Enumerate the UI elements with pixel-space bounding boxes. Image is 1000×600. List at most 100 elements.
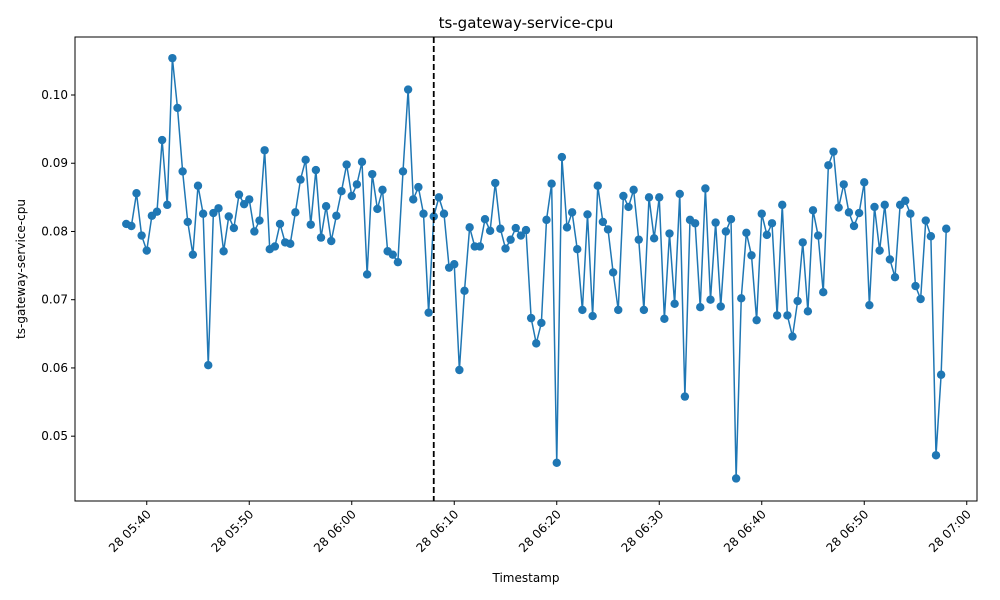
data-point bbox=[496, 224, 505, 233]
data-point bbox=[480, 214, 490, 224]
data-point bbox=[342, 160, 351, 169]
data-point bbox=[152, 207, 162, 216]
data-point bbox=[588, 311, 597, 321]
data-point bbox=[516, 231, 526, 240]
data-point bbox=[824, 161, 833, 170]
data-point bbox=[214, 204, 223, 213]
data-point bbox=[742, 228, 751, 238]
data-point bbox=[465, 223, 474, 232]
data-point bbox=[327, 236, 336, 246]
data-point bbox=[485, 226, 495, 235]
data-point bbox=[875, 246, 884, 255]
y-tick-label: 0.10 bbox=[41, 88, 68, 102]
data-point bbox=[219, 247, 228, 256]
data-point bbox=[655, 193, 664, 202]
y-tick-label: 0.05 bbox=[41, 429, 68, 443]
data-point bbox=[926, 232, 936, 241]
data-point bbox=[808, 206, 818, 215]
data-point bbox=[168, 53, 177, 63]
data-point bbox=[665, 229, 674, 238]
data-point bbox=[460, 286, 469, 296]
data-point bbox=[931, 451, 941, 460]
data-point bbox=[788, 332, 797, 341]
data-point bbox=[429, 212, 438, 221]
y-tick-label: 0.09 bbox=[41, 156, 68, 170]
data-point bbox=[552, 458, 561, 467]
data-point bbox=[593, 181, 602, 190]
y-tick-label: 0.08 bbox=[41, 224, 68, 238]
data-point bbox=[229, 223, 239, 233]
data-point bbox=[255, 216, 264, 225]
data-point bbox=[173, 103, 182, 113]
data-point bbox=[608, 268, 618, 277]
data-point bbox=[906, 209, 915, 218]
data-point bbox=[573, 245, 582, 254]
data-point bbox=[639, 305, 649, 315]
data-point bbox=[772, 311, 782, 320]
data-point bbox=[916, 294, 925, 304]
data-point bbox=[562, 223, 572, 232]
data-point bbox=[619, 191, 628, 201]
data-point bbox=[424, 308, 433, 317]
data-point bbox=[204, 361, 213, 370]
data-point bbox=[716, 302, 725, 311]
y-axis-title: ts-gateway-service-cpu bbox=[14, 199, 28, 339]
data-point bbox=[675, 189, 684, 199]
data-point bbox=[275, 219, 285, 229]
data-point bbox=[762, 230, 772, 240]
data-point bbox=[286, 239, 295, 248]
data-point bbox=[501, 244, 510, 253]
data-point bbox=[163, 200, 172, 210]
data-point bbox=[270, 242, 280, 251]
data-point bbox=[860, 178, 869, 187]
data-point bbox=[680, 392, 690, 401]
data-point bbox=[250, 227, 259, 236]
data-point bbox=[583, 210, 592, 219]
data-point bbox=[224, 212, 233, 221]
data-point bbox=[921, 216, 930, 225]
data-point bbox=[819, 288, 828, 297]
data-point bbox=[506, 235, 515, 244]
x-axis-title: Timestamp bbox=[492, 571, 560, 585]
data-point bbox=[793, 296, 802, 306]
data-point bbox=[696, 303, 705, 312]
data-point bbox=[829, 147, 838, 156]
data-point bbox=[603, 225, 613, 234]
data-point bbox=[137, 231, 146, 240]
data-point bbox=[455, 365, 464, 375]
data-point bbox=[731, 474, 741, 483]
data-point bbox=[767, 219, 777, 228]
data-point bbox=[547, 179, 556, 188]
data-point bbox=[778, 200, 787, 210]
data-point bbox=[798, 238, 807, 247]
data-point bbox=[521, 225, 531, 235]
data-point bbox=[624, 202, 633, 212]
data-point bbox=[849, 221, 859, 231]
data-point bbox=[352, 180, 362, 189]
data-point bbox=[690, 219, 700, 228]
data-point bbox=[403, 85, 413, 94]
data-point bbox=[813, 231, 823, 240]
data-point bbox=[434, 193, 444, 202]
plot-area-frame bbox=[74, 36, 978, 502]
data-point bbox=[839, 180, 848, 189]
data-point bbox=[193, 181, 203, 190]
data-point bbox=[726, 214, 736, 224]
data-point bbox=[373, 204, 382, 214]
data-point bbox=[378, 185, 387, 195]
data-point bbox=[670, 299, 679, 308]
data-point bbox=[885, 255, 895, 264]
data-point bbox=[188, 250, 198, 259]
data-point bbox=[301, 155, 310, 165]
data-point bbox=[542, 215, 551, 225]
data-point bbox=[316, 233, 326, 242]
data-point bbox=[178, 167, 187, 176]
data-point bbox=[537, 318, 546, 328]
data-point bbox=[870, 202, 879, 212]
data-point bbox=[706, 295, 715, 304]
data-point bbox=[649, 234, 659, 243]
data-point bbox=[409, 195, 418, 204]
data-point bbox=[629, 185, 638, 195]
